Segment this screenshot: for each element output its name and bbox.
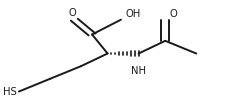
Text: HS: HS xyxy=(3,87,17,97)
Text: OH: OH xyxy=(125,9,140,19)
Text: O: O xyxy=(169,9,177,19)
Text: O: O xyxy=(68,8,76,18)
Text: NH: NH xyxy=(131,66,146,76)
